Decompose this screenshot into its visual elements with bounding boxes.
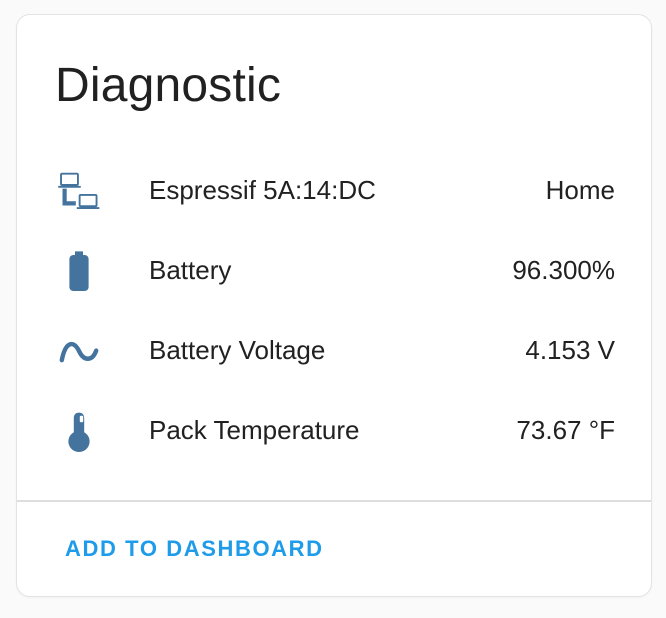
entity-value: 96.300% <box>512 255 615 286</box>
add-to-dashboard-button[interactable]: ADD TO DASHBOARD <box>55 528 334 570</box>
battery-icon <box>55 247 103 295</box>
divider <box>17 500 651 502</box>
card-title: Diagnostic <box>55 59 282 112</box>
entity-value: 73.67 °F <box>516 415 615 446</box>
diagnostic-card: Diagnostic Espressif 5A:14:DC Home <box>16 14 652 597</box>
entity-row-espressif[interactable]: Espressif 5A:14:DC Home <box>55 151 615 231</box>
entity-row-battery-voltage[interactable]: Battery Voltage 4.153 V <box>55 311 615 391</box>
entity-label: Pack Temperature <box>149 415 360 446</box>
entity-row-pack-temperature[interactable]: Pack Temperature 73.67 °F <box>55 391 615 471</box>
card-actions: ADD TO DASHBOARD <box>17 502 651 596</box>
entity-value: 4.153 V <box>525 335 615 366</box>
lan-connect-icon <box>55 167 103 215</box>
entity-label: Battery <box>149 255 232 286</box>
spacer <box>55 471 615 499</box>
thermometer-icon <box>55 407 103 455</box>
entity-row-battery[interactable]: Battery 96.300% <box>55 231 615 311</box>
entity-value: Home <box>545 175 615 206</box>
entity-label: Espressif 5A:14:DC <box>149 175 376 206</box>
sine-wave-icon <box>55 327 103 375</box>
entity-label: Battery Voltage <box>149 335 326 366</box>
card-content: Diagnostic Espressif 5A:14:DC Home <box>17 15 651 500</box>
